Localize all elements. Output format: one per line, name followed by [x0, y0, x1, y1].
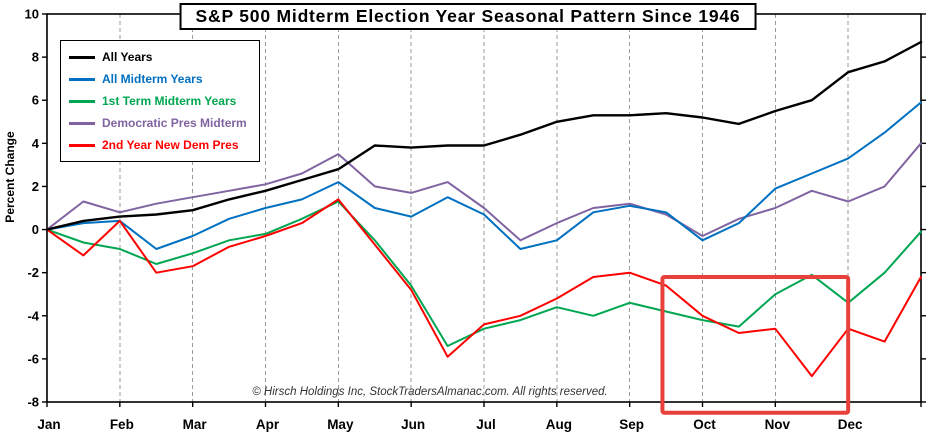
- y-tick-label: -8: [27, 395, 39, 410]
- x-tick-label: Mar: [183, 417, 208, 432]
- legend-item-2nd-year-new-dem-pres: 2nd Year New Dem Pres: [69, 134, 247, 156]
- legend-line-swatch: [69, 55, 95, 59]
- legend-line-swatch: [69, 143, 95, 147]
- x-tick-label: Nov: [765, 417, 791, 432]
- legend-item-all-years: All Years: [69, 46, 247, 68]
- y-axis-title: Percent Change: [3, 131, 17, 223]
- x-tick-label: Apr: [256, 417, 280, 432]
- chart-title: S&P 500 Midterm Election Year Seasonal P…: [179, 3, 757, 30]
- y-tick-label: 0: [32, 222, 39, 237]
- x-tick-label: Oct: [693, 417, 716, 432]
- x-tick-label: Jun: [401, 417, 425, 432]
- legend-label: 1st Term Midterm Years: [102, 94, 237, 108]
- legend-label: All Midterm Years: [102, 72, 203, 86]
- series-line-democratic-pres-midterm: [46, 142, 922, 242]
- x-tick-label: Dec: [838, 417, 863, 432]
- legend-item-all-midterm-years: All Midterm Years: [69, 68, 247, 90]
- x-tick-label: Aug: [546, 417, 572, 432]
- y-tick-label: 10: [25, 7, 39, 22]
- x-tick-label: May: [327, 417, 354, 432]
- y-tick-label: -2: [27, 265, 39, 280]
- legend-line-swatch: [69, 121, 95, 125]
- x-tick-label: Feb: [110, 417, 134, 432]
- legend-label: Democratic Pres Midterm: [102, 116, 247, 130]
- series-line-1st-term-midterm-years: [46, 200, 922, 347]
- legend-label: 2nd Year New Dem Pres: [102, 138, 239, 152]
- x-tick-label: Jan: [37, 417, 60, 432]
- x-tick-label: Sep: [619, 417, 644, 432]
- legend-line-swatch: [69, 99, 95, 103]
- legend-item-democratic-pres-midterm: Democratic Pres Midterm: [69, 112, 247, 134]
- highlight-box: [660, 274, 851, 415]
- x-tick-label: Jul: [476, 417, 496, 432]
- legend: All Years All Midterm Years 1st Term Midte…: [60, 40, 260, 162]
- series-line-2nd-year-new-dem-pres: [46, 198, 922, 378]
- y-tick-label: 6: [32, 93, 39, 108]
- series-line-all-years: [45, 40, 923, 231]
- y-tick-label: 2: [32, 179, 39, 194]
- legend-line-swatch: [69, 77, 95, 81]
- copyright-note: © Hirsch Holdings Inc, StockTradersAlman…: [252, 386, 608, 398]
- series-line-all-midterm-years: [46, 101, 922, 250]
- y-tick-label: -6: [27, 351, 39, 366]
- y-tick-label: 4: [32, 136, 40, 151]
- legend-item-1st-term-midterm-years: 1st Term Midterm Years: [69, 90, 247, 112]
- y-tick-label: -4: [27, 308, 39, 323]
- legend-label: All Years: [102, 50, 153, 64]
- y-tick-label: 8: [32, 50, 39, 65]
